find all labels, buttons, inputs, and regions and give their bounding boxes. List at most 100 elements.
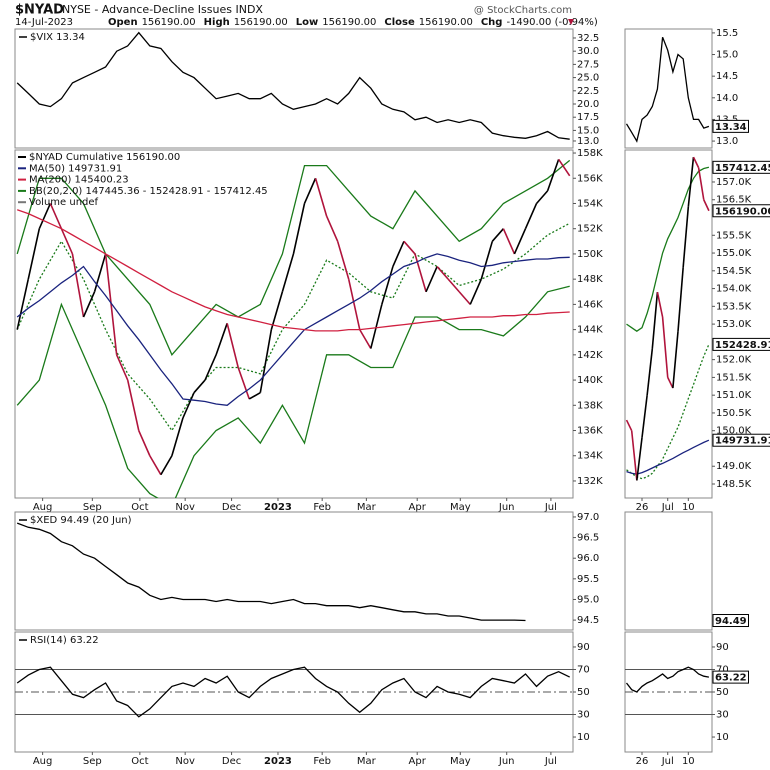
quote-label: Open xyxy=(108,17,138,28)
y-tick-label: 94.5 xyxy=(577,615,599,626)
y-tick-label: 148K xyxy=(577,274,603,285)
legend-label: Volume undef xyxy=(29,197,99,208)
y-tick-label: 152K xyxy=(577,224,603,235)
series-line xyxy=(16,285,570,498)
series-line xyxy=(16,666,570,718)
y-tick-label: 90 xyxy=(716,642,729,653)
y-tick-label: 154.0K xyxy=(716,284,752,295)
series-segment xyxy=(182,392,195,419)
series-segment xyxy=(71,253,85,318)
series-segment xyxy=(381,266,394,305)
panel-frame xyxy=(14,28,574,149)
legend-label: MA(200) 145400.23 xyxy=(29,175,129,186)
series-segment xyxy=(149,455,162,476)
quote-label: High xyxy=(204,17,230,28)
series-segment xyxy=(336,241,350,280)
series-segment xyxy=(292,203,306,255)
y-tick-label: 134K xyxy=(577,451,603,462)
series-segment xyxy=(625,419,633,432)
series-segment xyxy=(392,240,405,267)
y-tick-label: 132K xyxy=(577,476,603,487)
x-tick-label: Feb xyxy=(313,502,331,513)
y-tick-label: 95.0 xyxy=(577,594,599,605)
series-segment xyxy=(204,354,217,381)
series-line xyxy=(16,253,570,406)
x-tick-label: Sep xyxy=(83,756,102,767)
series-segment xyxy=(636,437,643,481)
y-tick-label: 50 xyxy=(577,687,590,698)
y-tick-label: 150K xyxy=(577,249,603,260)
series-line xyxy=(16,159,571,356)
series-segment xyxy=(215,323,228,356)
x-tick-label: Jul xyxy=(544,502,557,513)
y-tick-label: 90 xyxy=(577,642,590,653)
series-segment xyxy=(672,331,679,389)
x-tick-label: Oct xyxy=(131,502,148,513)
series-segment xyxy=(82,291,96,318)
y-tick-label: 149.0K xyxy=(716,461,752,472)
series-segment xyxy=(703,199,710,212)
panel xyxy=(625,156,710,481)
quote: Open 156190.00 High 156190.00 Low 156190.00 Cl… xyxy=(108,17,598,28)
y-tick-label: 151.0K xyxy=(716,390,752,401)
series-segment xyxy=(126,379,140,431)
series-segment xyxy=(687,157,695,207)
y-tick-label: 146K xyxy=(577,299,603,310)
legend-label: MA(50) 149731.91 xyxy=(29,163,122,174)
series-segment xyxy=(692,156,700,169)
panel-frame xyxy=(14,511,574,631)
x-tick-label: Jun xyxy=(498,756,515,767)
last-value-tag-label: 63.22 xyxy=(715,673,747,684)
last-value-tag xyxy=(712,119,749,133)
y-tick-label: 136K xyxy=(577,426,603,437)
series-segment xyxy=(661,316,669,378)
x-tick-label: Jul xyxy=(661,502,674,513)
y-tick-label: 20.0 xyxy=(577,99,599,110)
x-tick-label: Jul xyxy=(661,756,674,767)
last-value-tag xyxy=(712,433,770,447)
series-segment xyxy=(697,167,705,200)
x-tick-label: Mar xyxy=(357,502,377,513)
series-segment xyxy=(248,391,261,400)
series-segment xyxy=(646,348,654,396)
series-segment xyxy=(447,278,460,293)
quote-value: 156190.00 xyxy=(142,17,196,28)
panel-title: $VIX 13.34 xyxy=(30,32,85,43)
series-segment xyxy=(259,329,273,393)
y-tick-label: 70 xyxy=(716,664,729,675)
panel xyxy=(625,666,712,716)
series-segment xyxy=(314,178,328,217)
x-tick-label: Nov xyxy=(175,756,195,767)
y-tick-label: 97.0 xyxy=(577,512,599,523)
x-tick-label: Nov xyxy=(175,502,195,513)
y-tick-label: 157.0K xyxy=(716,177,752,188)
y-tick-label: 150.0K xyxy=(716,426,752,437)
series-segment xyxy=(641,395,648,438)
y-tick-label: 138K xyxy=(577,400,603,411)
series-segment xyxy=(425,266,438,293)
y-tick-label: 10 xyxy=(716,732,729,743)
y-tick-label: 155.0K xyxy=(716,248,752,259)
series-segment xyxy=(524,203,538,230)
series-segment xyxy=(458,291,471,305)
y-tick-label: 154.5K xyxy=(716,266,752,277)
y-tick-label: 13.0 xyxy=(577,136,599,147)
series-segment xyxy=(347,278,361,330)
last-value-tag xyxy=(712,337,770,351)
series-segment xyxy=(480,241,494,280)
y-tick-label: 10 xyxy=(577,732,590,743)
series-segment xyxy=(414,253,427,292)
x-tick-label: Dec xyxy=(222,502,241,513)
last-value-tag-label: 156190.00 xyxy=(715,206,770,217)
quote-label: Close xyxy=(384,17,415,28)
symbol: $NYAD xyxy=(15,3,64,18)
legend-label: BB(20,2.0) 147445.36 - 152428.91 - 15741… xyxy=(29,186,268,197)
date: 14-Jul-2023 xyxy=(15,17,73,28)
y-tick-label: 140K xyxy=(577,375,603,386)
panel xyxy=(16,31,570,140)
series-segment xyxy=(281,253,295,292)
y-tick-label: 150.5K xyxy=(716,408,752,419)
last-value-tag-label: 157412.45 xyxy=(715,163,770,174)
